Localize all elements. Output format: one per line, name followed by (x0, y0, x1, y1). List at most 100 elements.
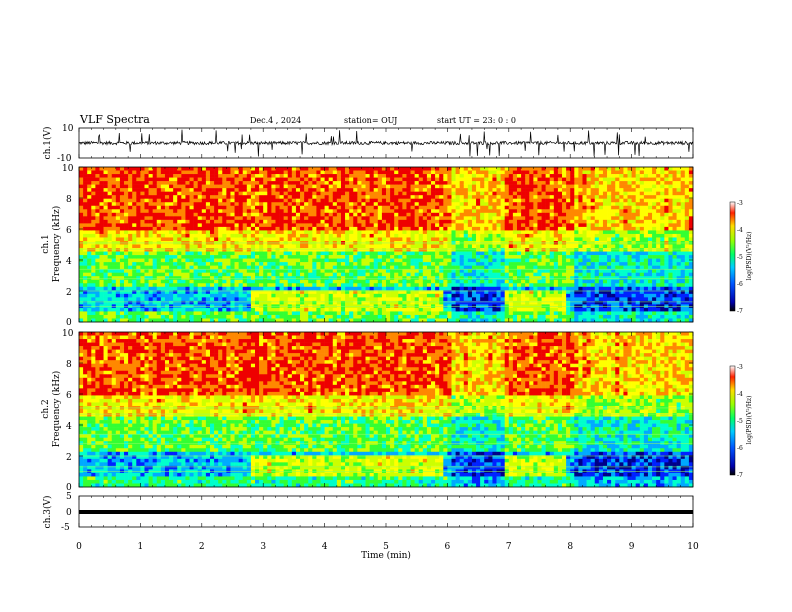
spectrogram-cell (230, 300, 235, 305)
spectrogram-cell (295, 181, 301, 185)
spectrogram-cell (111, 307, 117, 312)
spectrogram-cell (193, 279, 198, 284)
spectrogram-cell (255, 279, 260, 284)
spectrogram-cell (218, 290, 223, 295)
spectrogram-cell (402, 311, 407, 316)
spectrogram-cell (451, 286, 456, 291)
spectrogram-cell (205, 219, 211, 224)
spectrogram-cell (406, 216, 411, 221)
spectrogram-cell (103, 219, 108, 224)
spectrogram-cell (504, 226, 510, 231)
spectrogram-cell (152, 286, 158, 291)
spectrogram-cell (230, 237, 235, 242)
spectrogram-cell (467, 258, 473, 263)
spectrogram-cell (480, 248, 485, 252)
spectrogram-cell (402, 212, 407, 217)
spectrogram-cell (263, 244, 268, 249)
spectrogram-cell (332, 198, 338, 203)
spectrogram-cell (169, 223, 174, 228)
spectrogram-cell (328, 269, 334, 273)
spectrogram-cell (291, 205, 297, 210)
spectrogram-cell (230, 223, 235, 228)
spectrogram-cell (275, 188, 280, 192)
spectrogram-cell (169, 290, 174, 295)
spectrogram-cell (312, 181, 317, 185)
spectrogram-cell (340, 251, 346, 256)
spectrogram-cell (418, 205, 424, 210)
spectrogram-cell (402, 300, 407, 305)
spectrogram-cell (418, 198, 424, 203)
spectrogram-cell (279, 286, 284, 291)
spectrogram-cell (164, 293, 170, 298)
spectrogram-cell (259, 209, 264, 214)
spectrogram-cell (336, 205, 342, 210)
spectrogram-cell (455, 279, 460, 284)
spectrogram-cell (365, 307, 370, 312)
spectrogram-cell (320, 262, 325, 266)
spectrogram-cell (340, 181, 346, 185)
spectrogram-cell (390, 195, 395, 199)
spectrogram-cell (205, 290, 211, 295)
spectrogram-cell (259, 290, 264, 295)
spectrogram-cell (463, 202, 469, 207)
spectrogram-cell (480, 283, 485, 288)
spectrogram-cell (279, 177, 284, 182)
spectrogram-cell (300, 314, 305, 319)
spectrogram-cell (148, 237, 153, 242)
spectrogram-cell (516, 184, 522, 189)
spectrogram-cell (349, 251, 354, 256)
spectrogram-cell (156, 188, 162, 192)
spectrogram-cell (295, 237, 301, 242)
spectrogram-cell (189, 237, 194, 242)
spectrogram-cell (222, 262, 227, 266)
spectrogram-cell (410, 300, 415, 305)
spectrogram-cell (390, 283, 395, 288)
spectrogram-cell (132, 297, 137, 302)
spectrogram-cell (504, 318, 510, 323)
spectrogram-cell (435, 290, 440, 295)
spectrogram-cell (291, 209, 297, 214)
spectrogram-cell (279, 269, 284, 273)
spectrogram-cell (255, 195, 260, 199)
spectrogram-cell (164, 191, 170, 196)
spectrogram-cell (132, 188, 137, 192)
spectrogram-cell (324, 233, 329, 238)
spectrogram-cell (160, 251, 166, 256)
spectrogram-cell (316, 300, 321, 305)
spectrogram-cell (390, 177, 395, 182)
spectrogram-cell (263, 205, 268, 210)
spectrogram-cell (463, 311, 469, 316)
spectrogram-cell (107, 300, 113, 305)
spectrogram-cell (279, 212, 284, 217)
spectrogram-cell (467, 177, 473, 182)
spectrogram-cell (369, 174, 375, 178)
spectrogram-cell (476, 272, 481, 277)
spectrogram-cell (443, 248, 448, 252)
spectrogram-cell (386, 219, 391, 224)
spectrogram-cell (242, 219, 248, 224)
spectrogram-cell (164, 184, 170, 189)
spectrogram-cell (173, 307, 178, 312)
spectrogram-cell (316, 195, 321, 199)
spectrogram-cell (488, 262, 493, 266)
spectrogram-cell (201, 184, 207, 189)
spectrogram-cell (267, 269, 272, 273)
spectrogram-cell (222, 230, 227, 235)
spectrogram-cell (144, 314, 149, 319)
spectrogram-cell (189, 219, 194, 224)
spectrogram-cell (422, 184, 428, 189)
spectrogram-cell (496, 174, 501, 178)
spectrogram-cell (369, 184, 375, 189)
spectrogram-cell (287, 177, 293, 182)
spectrogram-cell (365, 216, 370, 221)
spectrogram-cell (516, 283, 522, 288)
spectrogram-cell (431, 307, 436, 312)
spectrogram-cell (435, 286, 440, 291)
spectrogram-cell (398, 202, 403, 207)
spectrogram-cell (156, 279, 162, 284)
spectrogram-cell (115, 272, 121, 277)
spectrogram-cell (160, 205, 166, 210)
spectrogram-cell (332, 279, 338, 284)
spectrogram-cell (443, 212, 448, 217)
spectrogram-cell (521, 255, 526, 259)
